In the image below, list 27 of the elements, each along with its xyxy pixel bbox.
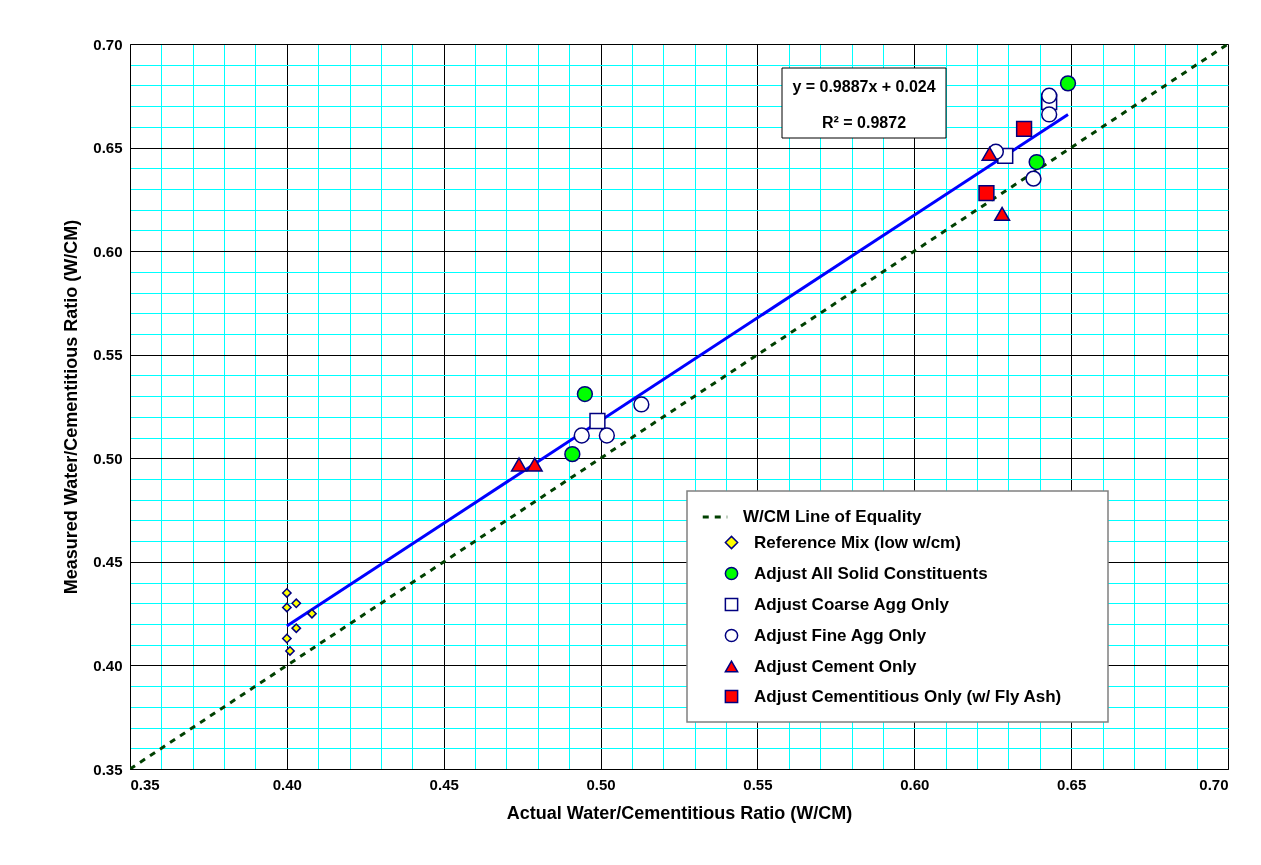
x-tick-label: 0.55 xyxy=(743,775,773,793)
legend-label: Adjust Fine Agg Only xyxy=(754,625,927,645)
y-tick-label: 0.65 xyxy=(93,139,123,157)
y-tick-label: 0.60 xyxy=(93,242,123,260)
x-tick-label: 0.60 xyxy=(900,775,930,793)
x-axis-title: Actual Water/Cementitious Ratio (W/CM) xyxy=(506,802,853,823)
y-tick-label: 0.40 xyxy=(93,656,123,674)
x-tick-label: 0.40 xyxy=(272,775,302,793)
y-tick-label: 0.55 xyxy=(93,346,123,364)
y-tick-label: 0.35 xyxy=(93,760,123,778)
y-tick-label: 0.70 xyxy=(93,35,123,53)
legend-label: Adjust Cement Only xyxy=(754,656,918,676)
legend-label: Adjust All Solid Constituents xyxy=(754,563,988,583)
annotation: y = 0.9887x + 0.024 xyxy=(792,78,936,95)
y-axis-title: Measured Water/Cementitious Ratio (W/CM) xyxy=(61,219,82,595)
legend-label: Reference Mix (low w/cm) xyxy=(754,532,961,552)
x-tick-label: 0.70 xyxy=(1199,775,1229,793)
y-tick-label: 0.50 xyxy=(93,449,123,467)
x-tick-label: 0.45 xyxy=(429,775,459,793)
legend-label: W/CM Line of Equality xyxy=(743,507,923,526)
x-tick-label: 0.35 xyxy=(130,775,160,793)
legend-label: Adjust Cementitious Only (w/ Fly Ash) xyxy=(754,686,1062,706)
annotation: R² = 0.9872 xyxy=(821,114,907,131)
x-tick-label: 0.65 xyxy=(1057,775,1087,793)
x-tick-label: 0.50 xyxy=(586,775,616,793)
legend-label: Adjust Coarse Agg Only xyxy=(754,594,950,614)
y-tick-label: 0.45 xyxy=(93,553,123,571)
